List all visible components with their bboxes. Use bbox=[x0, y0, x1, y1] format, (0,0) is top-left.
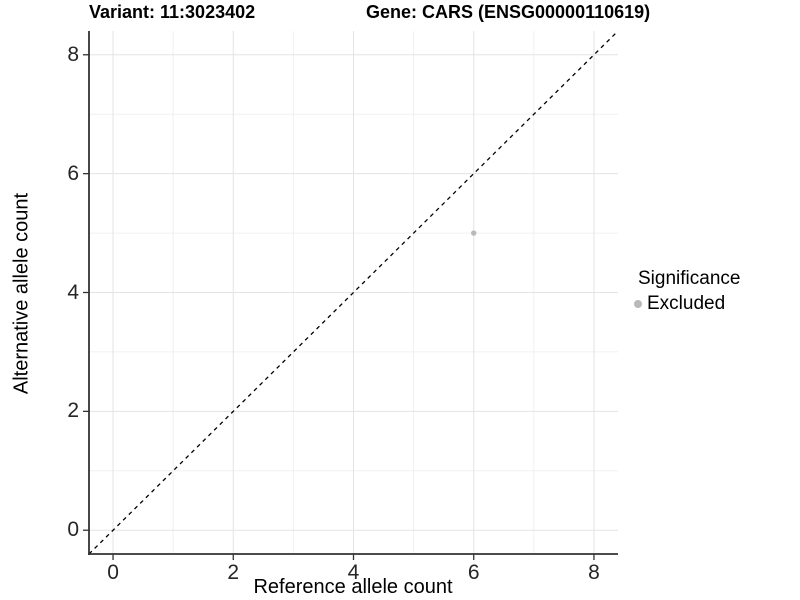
x-tick-label: 0 bbox=[107, 561, 119, 584]
legend-entry-label: Excluded bbox=[647, 293, 726, 314]
y-tick-label: 2 bbox=[67, 399, 79, 423]
y-tick-label: 4 bbox=[67, 280, 79, 304]
x-tick-label: 6 bbox=[467, 561, 480, 584]
identity-line bbox=[88, 30, 619, 555]
legend-title: Significance bbox=[638, 268, 741, 289]
legend: Significance Excluded bbox=[634, 268, 740, 315]
variant-title: Variant: 11:3023402 bbox=[89, 2, 256, 22]
y-tick-label: 6 bbox=[67, 161, 79, 185]
x-tick-label: 4 bbox=[347, 561, 360, 584]
data-point bbox=[471, 230, 477, 236]
x-axis-title: Reference allele count bbox=[253, 576, 453, 598]
legend-entry-excluded: Excluded bbox=[634, 293, 740, 315]
x-tick-label: 8 bbox=[588, 561, 600, 584]
gene-title: Gene: CARS (ENSG00000110619) bbox=[366, 2, 651, 22]
legend-point-icon bbox=[634, 300, 642, 308]
y-tick-label: 0 bbox=[67, 518, 79, 542]
x-tick-label: 2 bbox=[227, 561, 240, 584]
y-tick-label: 8 bbox=[67, 42, 79, 66]
